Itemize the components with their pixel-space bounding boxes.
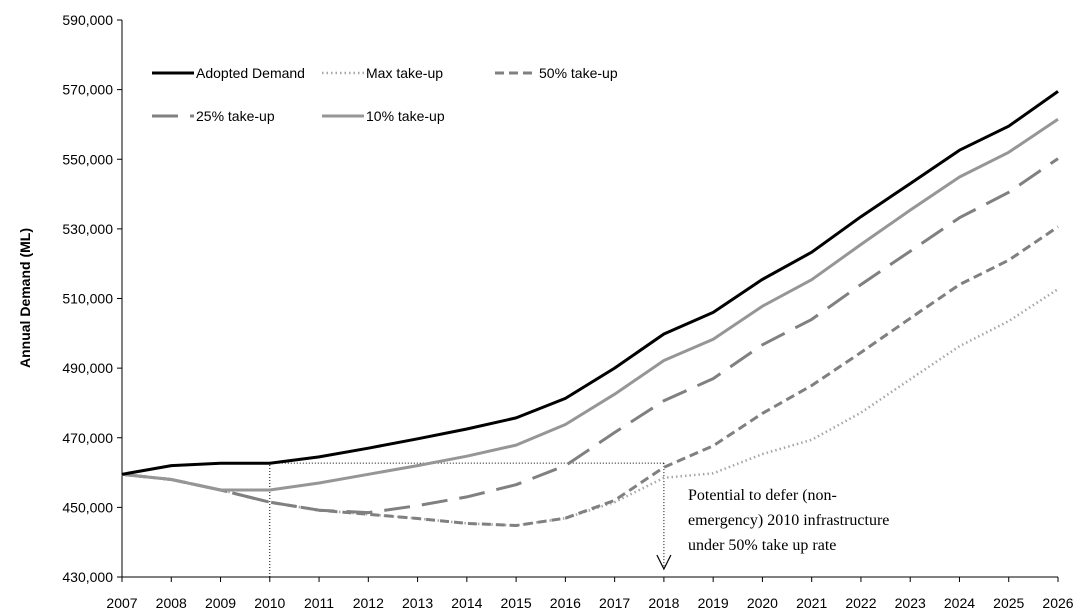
annotation-arrowhead [656,554,672,571]
series-line-10-take-up [121,117,1059,492]
x-tick-label: 2024 [944,595,975,611]
legend-label: 25% take-up [196,108,275,124]
x-tick-label: 2019 [698,595,729,611]
y-tick-group: 430,000 450,000 470,000 490,000 510,000 530,0… [62,12,122,585]
x-tick-label: 2017 [599,595,630,611]
y-tick-label: 490,000 [62,360,113,376]
annotation-text-line: Potential to defer (non- [688,487,837,504]
y-tick-label: 570,000 [62,82,113,98]
annotation: Potential to defer (non-emergency) 2010 … [688,487,889,554]
y-tick-label: 590,000 [62,12,113,28]
x-tick-label: 2022 [845,595,876,611]
x-tick-group: 2007 2008 2009 2010 2011 2012 2013 2014 2015 2016… [106,577,1074,611]
x-tick-label: 2018 [648,595,679,611]
x-tick-label: 2011 [304,595,334,611]
y-tick-label: 510,000 [62,291,113,307]
y-tick-label: 450,000 [62,499,113,515]
x-tick-label: 2021 [796,595,827,611]
x-tick-label: 2012 [353,595,384,611]
x-tick-label: 2007 [106,595,137,611]
annotation-text-line: under 50% take up rate [688,537,836,554]
legend-label: 50% take-up [539,65,618,81]
x-tick-label: 2025 [993,595,1024,611]
x-tick-label: 2023 [895,595,926,611]
series-line-adopted-demand [121,90,1059,476]
x-tick-label: 2014 [451,595,482,611]
x-tick-label: 2010 [254,595,285,611]
legend-label: Adopted Demand [196,65,305,81]
legend: Adopted Demand Max take-up 50% take-up 25% … [152,65,618,124]
y-tick-label: 530,000 [62,221,113,237]
series-line-25-take-up [121,157,1059,515]
x-tick-label: 2026 [1042,595,1073,611]
series-group [121,90,1059,527]
legend-label: 10% take-up [366,108,445,124]
x-tick-label: 2016 [550,595,581,611]
x-tick-label: 2008 [156,595,187,611]
x-tick-label: 2020 [747,595,778,611]
y-axis-title: Annual Demand (ML) [17,228,33,368]
x-tick-label: 2013 [402,595,433,611]
x-tick-label: 2009 [205,595,236,611]
x-tick-label: 2015 [501,595,532,611]
legend-label: Max take-up [366,65,443,81]
annotation-guides [269,462,672,577]
y-tick-label: 550,000 [62,151,113,167]
series-line-50-take-up [121,225,1059,527]
y-tick-label: 470,000 [62,430,113,446]
y-tick-label: 430,000 [62,569,113,585]
annotation-text-line: emergency) 2010 infrastructure [688,512,889,529]
